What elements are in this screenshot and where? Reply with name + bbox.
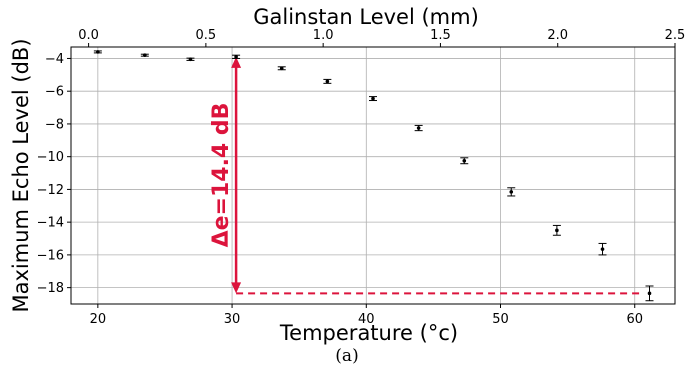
x-tick-label: 60 — [626, 312, 643, 327]
point-marker — [188, 57, 193, 62]
data-point — [552, 224, 561, 236]
delta-arrow-head-top — [231, 56, 242, 68]
x-tick-label: 20 — [90, 312, 107, 327]
delta-annotation-label: Δe=14.4 dB — [209, 103, 234, 248]
data-point — [369, 96, 377, 102]
data-point — [323, 78, 332, 84]
point-marker — [647, 291, 652, 296]
y-tick-label: −4 — [45, 52, 64, 67]
data-point — [507, 187, 516, 197]
point-marker — [279, 66, 284, 71]
data-point — [645, 285, 654, 302]
point-marker — [416, 126, 421, 130]
delta-arrow-head-bottom — [231, 282, 242, 294]
x-axis-ticks: 20 30 40 50 60 — [90, 304, 643, 327]
x-tick-label: 40 — [358, 312, 375, 327]
top-axis-label: Galinstan Level (mm) — [253, 5, 479, 29]
point-marker — [96, 50, 100, 54]
data-point — [277, 66, 286, 71]
y-tick-label: −8 — [45, 117, 64, 132]
data-point — [414, 124, 423, 132]
top-tick-label: 0.0 — [78, 28, 99, 43]
plot-frame — [70, 46, 676, 305]
y-tick-label: −12 — [37, 183, 64, 198]
data-point — [140, 53, 149, 57]
x-tick-label: 30 — [224, 312, 241, 327]
data-point — [93, 50, 102, 54]
top-tick-label: 1.5 — [430, 28, 451, 43]
y-axis-label: Maximum Echo Level (dB) — [9, 38, 33, 312]
grid-lines — [71, 47, 675, 304]
data-point — [232, 54, 241, 59]
top-axis-ticks: 0.0 0.5 1.0 1.5 2.0 2.5 — [78, 28, 685, 47]
y-tick-label: −6 — [45, 85, 64, 100]
figure-caption: (a) — [335, 346, 359, 366]
point-marker — [234, 55, 238, 59]
top-tick-label: 0.5 — [196, 28, 217, 43]
point-marker — [462, 158, 467, 163]
point-marker — [325, 79, 330, 84]
y-tick-label: −14 — [37, 216, 64, 231]
point-marker — [143, 53, 147, 57]
y-axis-ticks: −4 −6 −8 −10 −12 −14 −16 −18 — [37, 52, 71, 296]
data-point — [460, 157, 469, 165]
data-points — [93, 50, 654, 302]
x-axis-label: Temperature (°c) — [279, 321, 458, 345]
x-tick-label: 50 — [492, 312, 509, 327]
data-point — [598, 242, 607, 256]
point-marker — [600, 247, 605, 251]
top-tick-label: 2.0 — [547, 28, 568, 43]
delta-annotation — [231, 56, 644, 295]
y-tick-label: −18 — [37, 281, 64, 296]
point-marker — [371, 96, 375, 101]
y-tick-label: −16 — [37, 248, 64, 263]
top-tick-label: 2.5 — [665, 28, 686, 43]
y-tick-label: −10 — [37, 150, 64, 165]
data-point — [186, 57, 195, 62]
point-marker — [555, 228, 559, 233]
top-tick-label: 1.0 — [313, 28, 334, 43]
point-marker — [509, 190, 514, 194]
